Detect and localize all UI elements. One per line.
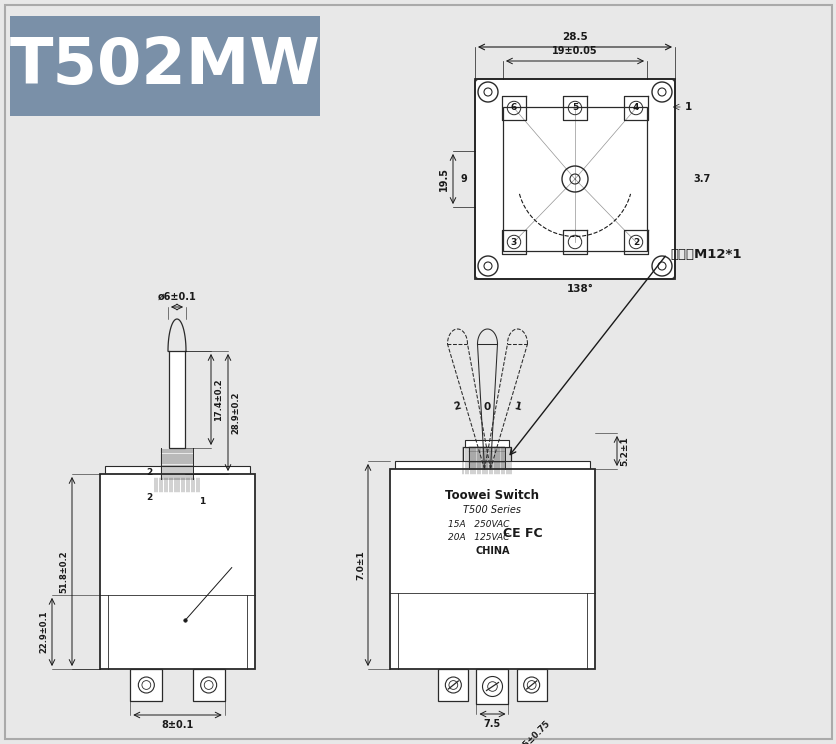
Text: T500 Series: T500 Series bbox=[463, 505, 521, 515]
Bar bbox=[192, 669, 224, 701]
Circle shape bbox=[523, 677, 539, 693]
Text: 2: 2 bbox=[452, 401, 461, 412]
Text: 蝉纹为M12*1: 蝉纹为M12*1 bbox=[669, 248, 741, 260]
Bar bbox=[10, 16, 319, 116]
Bar bbox=[157, 498, 196, 506]
Text: 22.9±0.1: 22.9±0.1 bbox=[39, 611, 48, 653]
FancyBboxPatch shape bbox=[475, 79, 674, 279]
Bar bbox=[516, 669, 546, 701]
Text: 0: 0 bbox=[483, 402, 491, 411]
Text: CHINA: CHINA bbox=[475, 546, 509, 556]
Text: Toowei Switch: Toowei Switch bbox=[445, 489, 539, 502]
Text: 3.7: 3.7 bbox=[692, 174, 710, 184]
Text: 28.9±0.2: 28.9±0.2 bbox=[231, 391, 240, 434]
Bar bbox=[476, 669, 508, 704]
Text: 19±0.05: 19±0.05 bbox=[552, 46, 597, 56]
Text: 7.0±1: 7.0±1 bbox=[355, 550, 364, 580]
Circle shape bbox=[138, 677, 154, 693]
Text: 9: 9 bbox=[460, 174, 466, 184]
Text: 2: 2 bbox=[146, 468, 153, 477]
Circle shape bbox=[651, 82, 671, 102]
Circle shape bbox=[482, 676, 502, 696]
Text: 5: 5 bbox=[571, 103, 578, 112]
Text: 15A   250VAC: 15A 250VAC bbox=[447, 520, 508, 529]
Bar bbox=[395, 461, 589, 469]
Circle shape bbox=[477, 82, 497, 102]
Bar bbox=[465, 440, 509, 447]
Text: 18.5±0.75: 18.5±0.75 bbox=[511, 719, 551, 744]
Text: 20A   125VAC: 20A 125VAC bbox=[447, 533, 508, 542]
Text: 6: 6 bbox=[510, 103, 517, 112]
Text: 2: 2 bbox=[632, 237, 639, 246]
Text: 17.4±0.2: 17.4±0.2 bbox=[214, 378, 222, 421]
Text: 138°: 138° bbox=[566, 284, 593, 294]
Text: 1: 1 bbox=[684, 102, 691, 112]
Text: 19.5: 19.5 bbox=[438, 167, 448, 191]
Text: 1: 1 bbox=[199, 498, 205, 507]
Circle shape bbox=[445, 677, 461, 693]
Text: 51.8±0.2: 51.8±0.2 bbox=[59, 550, 68, 593]
Text: 1: 1 bbox=[512, 401, 522, 412]
Bar bbox=[130, 669, 162, 701]
Circle shape bbox=[561, 166, 588, 192]
Bar bbox=[99, 474, 255, 669]
Text: 3: 3 bbox=[510, 237, 517, 246]
Text: ø6±0.1: ø6±0.1 bbox=[157, 292, 196, 302]
Bar bbox=[169, 351, 185, 448]
Text: 7.5: 7.5 bbox=[483, 719, 501, 729]
Text: CE FC: CE FC bbox=[502, 527, 542, 540]
Text: 28.5: 28.5 bbox=[562, 32, 587, 42]
Text: 4: 4 bbox=[632, 103, 639, 112]
Bar bbox=[390, 469, 594, 669]
Bar bbox=[475, 79, 674, 279]
Bar bbox=[155, 478, 199, 492]
Bar bbox=[104, 466, 250, 474]
Circle shape bbox=[201, 677, 217, 693]
Text: 8±0.1: 8±0.1 bbox=[161, 720, 193, 730]
Bar bbox=[438, 669, 468, 701]
Text: 2: 2 bbox=[146, 493, 153, 502]
Text: 5.2±1: 5.2±1 bbox=[619, 436, 628, 466]
Bar bbox=[502, 107, 646, 251]
Bar bbox=[463, 447, 511, 474]
Text: T502MW: T502MW bbox=[9, 35, 320, 97]
Circle shape bbox=[477, 256, 497, 276]
Circle shape bbox=[651, 256, 671, 276]
